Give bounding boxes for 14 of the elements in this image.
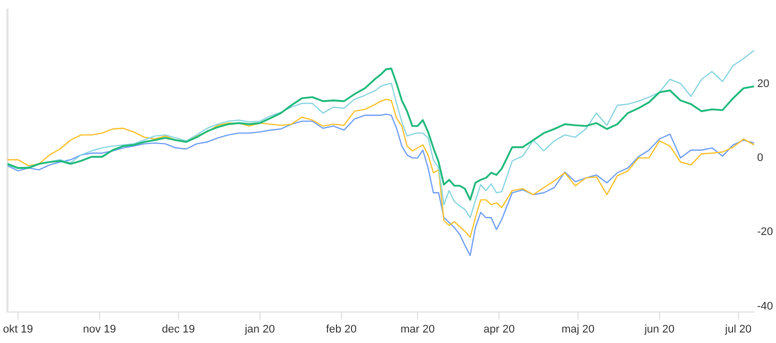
x-tick-label: okt 19 — [3, 323, 33, 336]
y-tick-label: 0 — [757, 152, 764, 164]
y-tick-label: 20 — [757, 78, 770, 90]
x-tick-label: dec 19 — [162, 323, 195, 336]
x-tick-label: maj 20 — [561, 323, 594, 336]
x-tick-label: nov 19 — [82, 323, 116, 336]
x-tick-label: apr 20 — [483, 323, 515, 336]
y-tick-label: -40 — [757, 300, 774, 312]
x-tick-label: mar 20 — [400, 323, 435, 336]
x-tick-label: feb 20 — [326, 323, 357, 336]
y-tick-label: -20 — [757, 226, 774, 238]
x-tick-label: jan 20 — [244, 323, 275, 336]
x-tick-label: jun 20 — [643, 323, 674, 336]
x-tick-label: jul 20 — [724, 323, 752, 336]
